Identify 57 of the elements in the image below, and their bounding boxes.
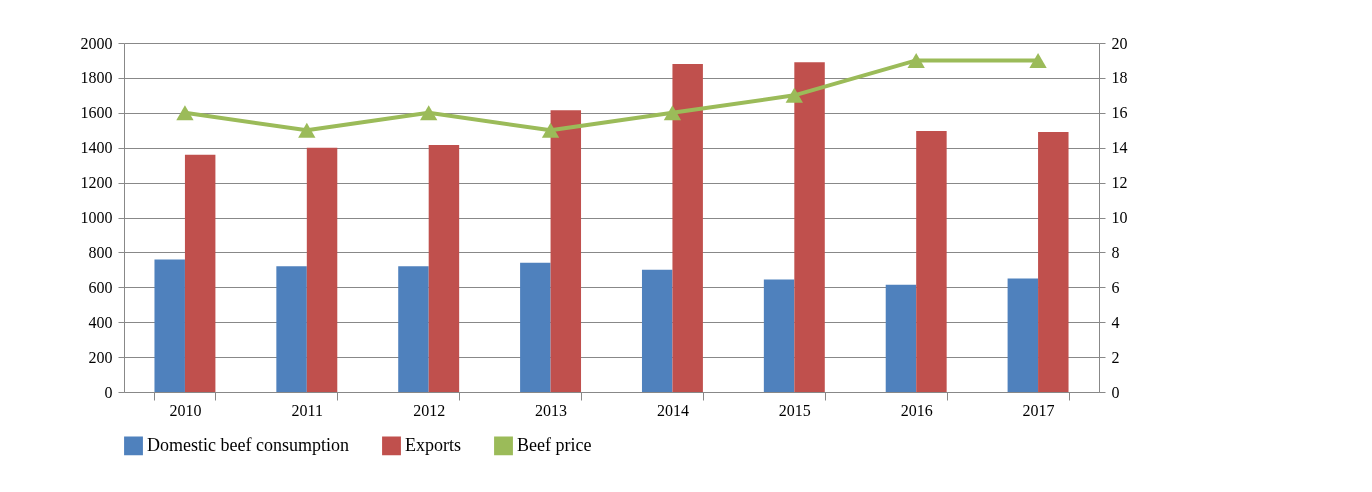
bar [763, 279, 795, 392]
y2-tick-label: 16 [1111, 104, 1128, 122]
y-tick-label: 0 [104, 383, 113, 401]
bar [184, 154, 216, 392]
legend-label: Exports [405, 434, 461, 455]
point [1029, 52, 1047, 68]
y2-tick-label: 2 [1111, 348, 1120, 366]
y-tick-label: 1000 [80, 209, 113, 226]
bar [794, 62, 825, 392]
x-tick-label: 2012 [413, 401, 446, 419]
bar [550, 110, 582, 392]
point [907, 52, 925, 68]
point [541, 122, 560, 138]
y-tick-label: 1800 [80, 69, 113, 87]
bar [428, 145, 460, 392]
x-tick-label: 2017 [1022, 401, 1055, 419]
y-tick-label: 600 [88, 278, 113, 296]
y2-tick-label: 14 [1111, 139, 1128, 157]
bar [154, 259, 185, 392]
point [298, 122, 316, 138]
y-tick-label: 1600 [80, 104, 113, 122]
y-tick-label: 200 [88, 348, 113, 366]
y2-tick-label: 6 [1111, 278, 1120, 296]
bar [1007, 278, 1039, 392]
x-tick-label: 2011 [291, 401, 324, 419]
y-tick-label: 400 [88, 313, 113, 331]
point [176, 105, 194, 121]
bar [306, 147, 338, 392]
x-tick-label: 2014 [656, 401, 689, 419]
bar [672, 63, 703, 392]
y2-tick-label: 10 [1111, 209, 1128, 226]
point [420, 105, 438, 121]
bar [885, 284, 917, 392]
y2-tick-label: 20 [1111, 34, 1128, 52]
y2-tick-label: 12 [1111, 174, 1128, 192]
y2-tick-label: 18 [1111, 69, 1128, 87]
y-tick-label: 2000 [80, 34, 113, 52]
bar [398, 266, 429, 392]
x-tick-label: 2015 [778, 401, 811, 419]
legend-label: Beef price [517, 434, 592, 455]
bar [276, 266, 307, 392]
x-tick-label: 2016 [900, 401, 933, 419]
legend-label: Domestic beef consumption [147, 434, 349, 455]
point [663, 105, 682, 121]
y-tick-label: 800 [88, 243, 113, 261]
x-tick-label: 2010 [169, 401, 202, 419]
y2-tick-label: 8 [1111, 243, 1120, 261]
y2-tick-label: 4 [1111, 313, 1120, 331]
bar [520, 262, 551, 392]
bar [641, 269, 673, 392]
y-tick-label: 1200 [80, 174, 113, 192]
y-tick-label: 1400 [80, 139, 113, 157]
bar [916, 131, 947, 392]
x-tick-label: 2013 [535, 401, 568, 419]
y2-tick-label: 0 [1111, 383, 1120, 401]
bar [1038, 132, 1069, 392]
point [785, 87, 803, 103]
